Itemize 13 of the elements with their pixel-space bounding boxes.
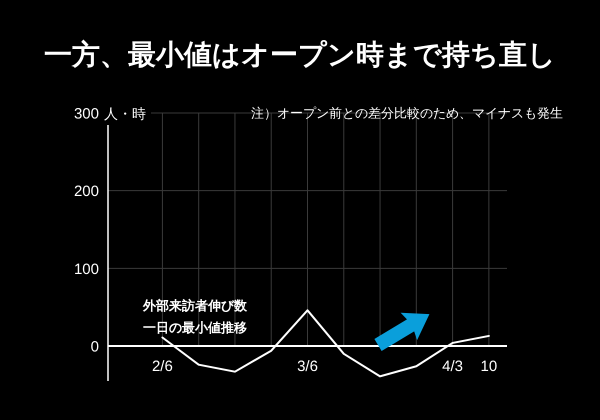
x-tick-label: 10 [480,358,498,376]
annotation: 外部来訪者伸び数 [142,298,248,313]
x-tick-label: 3/6 [297,358,318,376]
annotation: 一日の最小値推移 [143,320,247,335]
y-tick-label: 300 [74,106,99,122]
y-tick-label: 200 [74,183,99,200]
annotation: 注）オープン前との差分比較のため、マイナスも発生 [251,106,563,120]
x-tick-label: 2/6 [152,358,173,376]
y-tick-label: 0 [90,338,99,356]
chart-title: 一方、最小値はオープン時まで持ち直し [44,39,556,70]
y-axis-title: 人・時 [104,106,146,122]
y-tick-label: 100 [74,260,99,278]
x-tick-label: 4/3 [442,358,464,376]
